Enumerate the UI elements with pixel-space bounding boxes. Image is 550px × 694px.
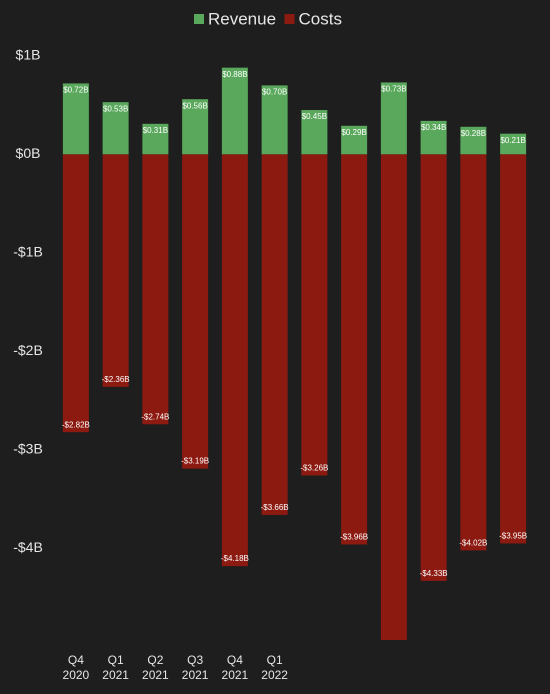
x-tick-label: Q1 2022 — [261, 653, 288, 682]
bar — [261, 154, 288, 515]
legend-label: Costs — [299, 9, 342, 28]
value-label: -$2.36B — [102, 375, 130, 384]
bar — [62, 154, 89, 433]
value-label: $0.56B — [182, 101, 207, 110]
value-label: -$2.82B — [62, 420, 90, 429]
value-label: $0.21B — [500, 136, 525, 145]
bar — [102, 102, 129, 155]
value-label: -$3.96B — [340, 533, 368, 542]
y-tick-label: $0B — [16, 145, 41, 161]
bar — [460, 126, 487, 155]
y-tick-label: -$1B — [13, 244, 43, 260]
value-label: $0.70B — [262, 88, 287, 97]
y-tick-label: -$4B — [13, 539, 43, 555]
bar — [142, 154, 169, 425]
bar — [261, 85, 288, 155]
y-tick-label: $1B — [16, 47, 41, 63]
bar — [380, 82, 407, 155]
value-label: -$4.02B — [459, 538, 487, 547]
value-label: $0.72B — [63, 86, 88, 95]
value-label: -$3.19B — [181, 457, 209, 466]
value-label: $0.34B — [421, 123, 446, 132]
y-tick-label: -$2B — [13, 342, 43, 358]
bar — [62, 83, 89, 155]
x-tick-label: Q4 2020 — [63, 653, 90, 682]
bar — [500, 154, 527, 544]
bar — [420, 154, 447, 581]
bar — [380, 154, 407, 640]
x-tick-label: Q3 2021 — [182, 653, 209, 682]
legend-swatch — [194, 14, 204, 24]
x-tick-label: Q1 2021 — [102, 653, 129, 682]
bar — [142, 123, 169, 155]
value-label: $0.53B — [103, 104, 128, 113]
bar — [500, 133, 527, 155]
bar — [301, 154, 328, 476]
bar — [301, 110, 328, 155]
x-tick-label: Q4 2021 — [222, 653, 249, 682]
value-label: -$2.74B — [141, 412, 169, 421]
bar — [182, 99, 209, 155]
value-label: $0.88B — [222, 70, 247, 79]
y-tick-label: -$3B — [13, 441, 43, 457]
value-label: $0.28B — [461, 129, 486, 138]
legend-label: Revenue — [208, 9, 276, 28]
value-label: $0.29B — [341, 128, 366, 137]
value-label: -$3.95B — [499, 532, 527, 541]
value-label: -$4.33B — [420, 569, 448, 578]
bar — [460, 154, 487, 551]
bar — [182, 154, 209, 469]
value-label: $0.45B — [302, 112, 327, 121]
value-label: -$3.26B — [300, 464, 328, 473]
bar — [341, 154, 368, 545]
value-label: -$3.66B — [261, 503, 289, 512]
value-label: -$4.18B — [221, 554, 249, 563]
bar — [221, 67, 248, 155]
x-tick-label: Q2 2021 — [142, 653, 169, 682]
value-label: $0.73B — [381, 85, 406, 94]
plot-area: $0.72B $0.53B $0.31B $0.56B $0.88B $0.70B $0.4… — [62, 67, 527, 640]
value-label: $0.31B — [143, 126, 168, 135]
bar — [420, 120, 447, 155]
bar — [102, 154, 129, 387]
legend-swatch — [284, 14, 295, 24]
bar — [221, 154, 248, 567]
bar — [341, 125, 368, 155]
